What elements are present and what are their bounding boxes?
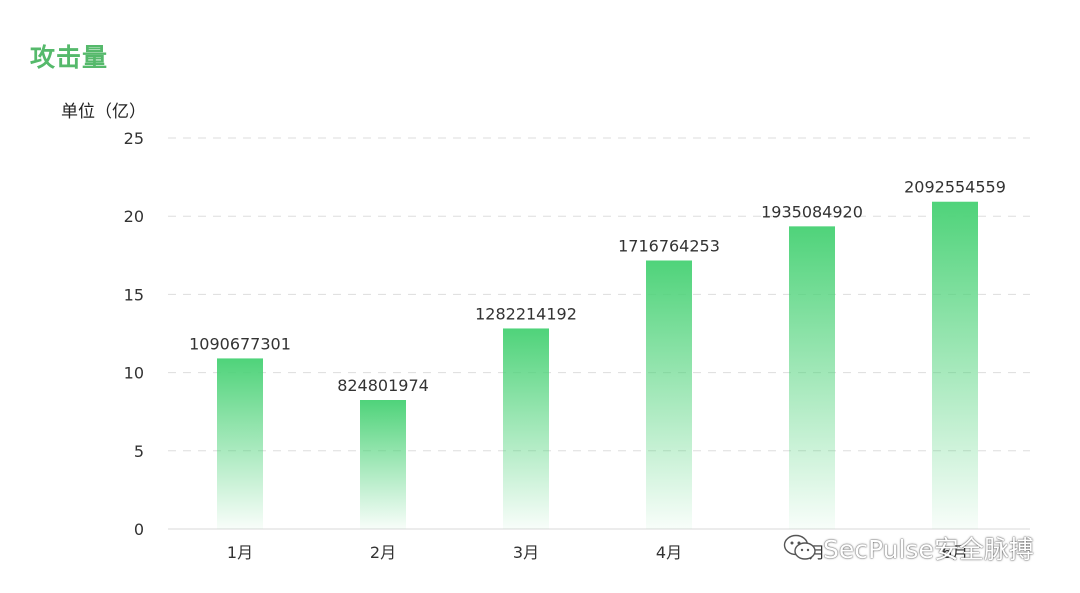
bar xyxy=(217,358,263,529)
data-label: 1716764253 xyxy=(618,236,720,255)
x-tick-label: 4月 xyxy=(656,543,682,562)
data-label: 1282214192 xyxy=(475,304,577,323)
x-tick-label: 2月 xyxy=(370,543,396,562)
data-label: 2092554559 xyxy=(904,178,1006,197)
y-tick-label: 10 xyxy=(124,364,144,383)
bar xyxy=(503,328,549,529)
y-tick-label: 5 xyxy=(134,442,144,461)
data-label: 824801974 xyxy=(337,376,429,395)
y-axis-unit-label: 单位（亿） xyxy=(61,102,146,122)
x-tick-label: 6月 xyxy=(942,543,968,562)
watermark: SecPulse安全脉搏 xyxy=(783,530,1034,566)
x-tick-label: 1月 xyxy=(227,543,253,562)
y-tick-label: 15 xyxy=(124,285,144,304)
data-label: 1935084920 xyxy=(761,202,863,221)
x-tick-label: 3月 xyxy=(513,543,539,562)
bar xyxy=(789,226,835,529)
watermark-text: SecPulse安全脉搏 xyxy=(823,535,1034,564)
y-tick-label: 25 xyxy=(124,129,144,148)
data-label: 1090677301 xyxy=(189,334,291,353)
bar xyxy=(932,201,978,529)
y-tick-label: 0 xyxy=(134,520,144,539)
chart-title: 攻击量 xyxy=(30,43,109,72)
bar xyxy=(646,260,692,529)
wechat-icon xyxy=(783,534,816,560)
bar xyxy=(360,400,406,529)
y-tick-label: 20 xyxy=(124,207,144,226)
